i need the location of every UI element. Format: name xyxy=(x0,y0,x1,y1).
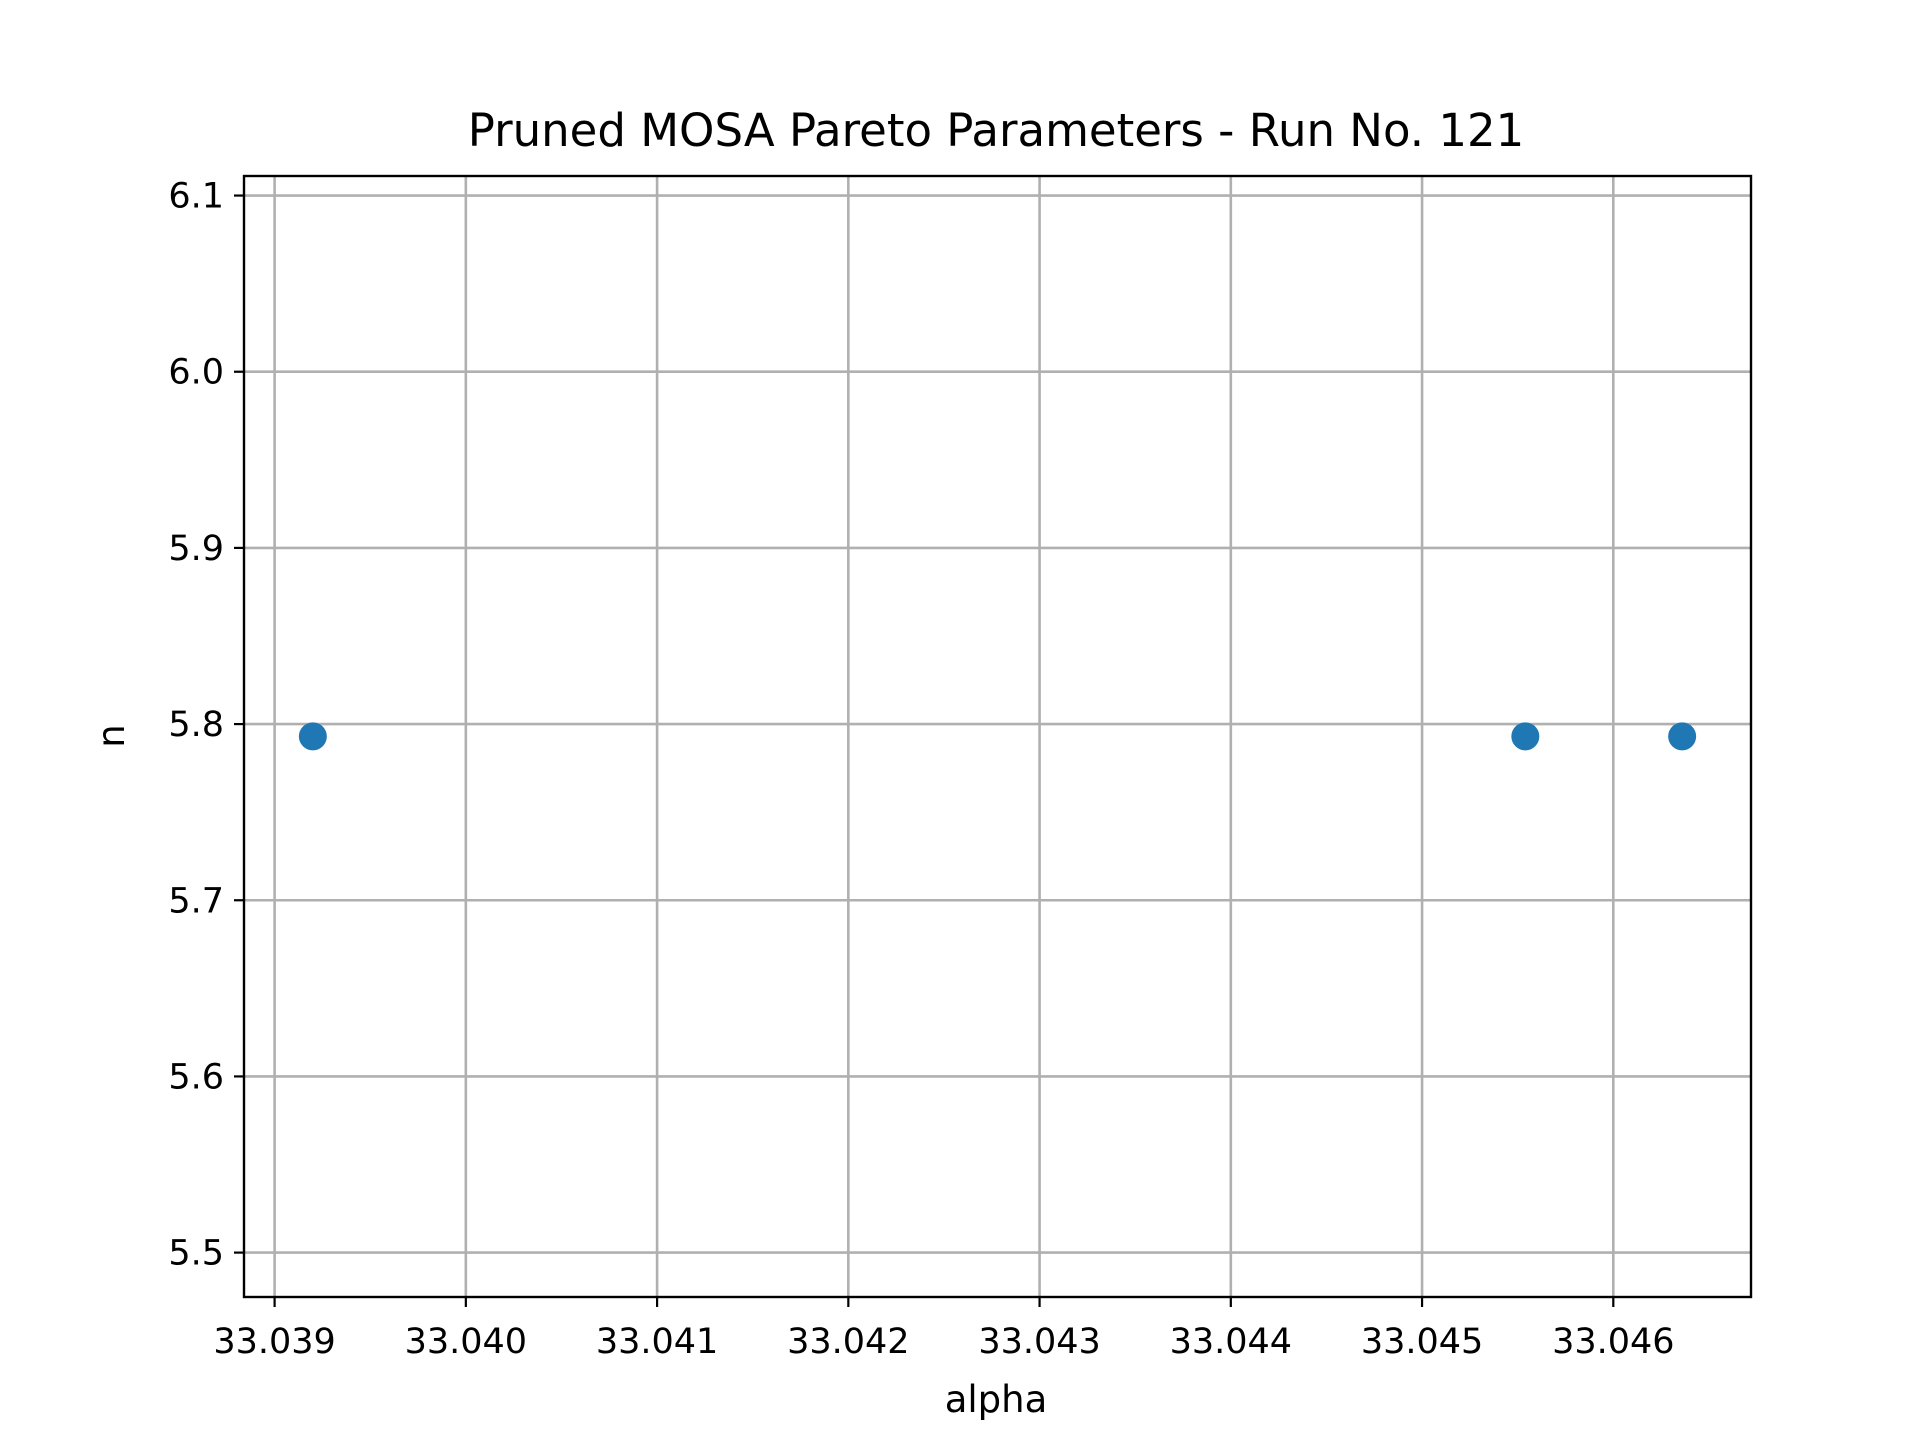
plot-area xyxy=(244,176,1751,1297)
scatter-point xyxy=(1668,722,1697,751)
y-tick-label: 5.5 xyxy=(168,1234,224,1274)
grid-lines xyxy=(244,176,1751,1297)
x-tick-label: 33.045 xyxy=(1361,1322,1483,1362)
scatter-point xyxy=(298,722,327,751)
y-axis-label: n xyxy=(90,724,133,747)
x-tick-label: 33.041 xyxy=(596,1322,718,1362)
y-tick-label: 5.6 xyxy=(168,1057,224,1097)
x-tick-label: 33.043 xyxy=(978,1322,1100,1362)
x-tick-label: 33.046 xyxy=(1552,1322,1674,1362)
x-tick-label: 33.042 xyxy=(787,1322,909,1362)
axes-frame xyxy=(242,174,1753,1299)
data-points xyxy=(298,722,1697,751)
x-tick-label: 33.039 xyxy=(213,1322,335,1362)
y-tick-label: 5.7 xyxy=(168,881,224,921)
y-tick-label: 6.0 xyxy=(168,353,224,393)
x-axis-label: alpha xyxy=(945,1378,1048,1421)
y-tick-label: 6.1 xyxy=(168,177,224,217)
x-tick-label: 33.044 xyxy=(1170,1322,1292,1362)
chart-title: Pruned MOSA Pareto Parameters - Run No. … xyxy=(468,104,1524,157)
y-tick-label: 5.8 xyxy=(168,705,224,745)
scatter-point xyxy=(1511,722,1540,751)
y-tick-label: 5.9 xyxy=(168,529,224,569)
x-tick-label: 33.040 xyxy=(405,1322,527,1362)
axis-ticks: 33.039 33.040 33.041 33.042 33.043 33.044 33.0… xyxy=(168,177,1674,1362)
